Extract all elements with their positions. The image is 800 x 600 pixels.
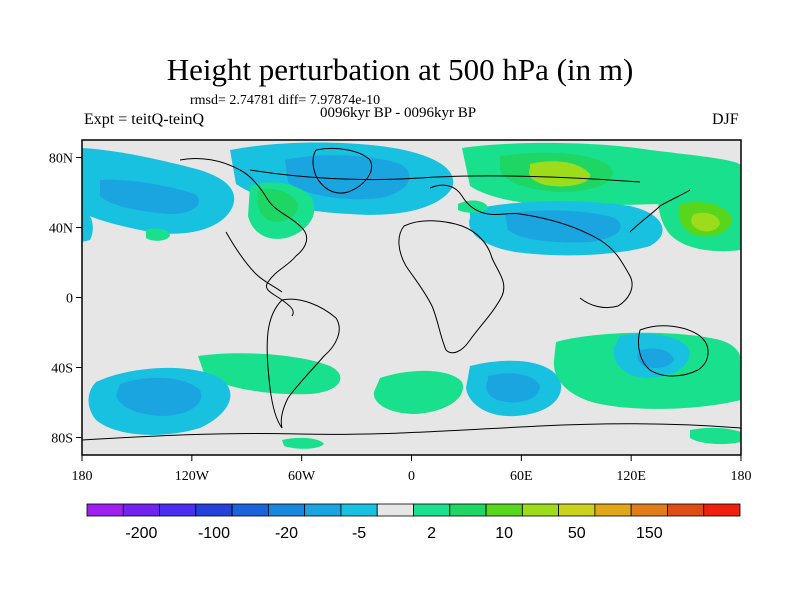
contour-indian-ocean-negative-inner bbox=[486, 373, 540, 403]
map-title: Height perturbation at 500 hPa (in m) bbox=[166, 52, 634, 87]
lon-tick-label: 120E bbox=[616, 469, 646, 484]
colorbar-label: 150 bbox=[636, 525, 663, 542]
coastlines bbox=[82, 147, 741, 441]
coastline-europe bbox=[429, 184, 521, 216]
contour-central-asia-negative-inner bbox=[505, 210, 621, 243]
colorbar-swatch bbox=[594, 503, 632, 517]
map-ticks bbox=[76, 157, 742, 461]
colorbar-swatch bbox=[449, 503, 487, 517]
coastline-east-asia bbox=[629, 189, 691, 233]
colorbar-swatch bbox=[231, 503, 269, 517]
contour-fields bbox=[82, 142, 741, 449]
colorbar-swatch bbox=[667, 503, 705, 517]
contour-antarctic-positive bbox=[282, 437, 324, 449]
stats-label: rmsd= 2.74781 diff= 7.97874e-10 bbox=[190, 93, 381, 108]
colorbar-swatch bbox=[159, 503, 197, 517]
lon-tick-label: 60E bbox=[510, 469, 533, 484]
contour-south-atlantic-positive bbox=[373, 370, 463, 414]
lon-tick-label: 120W bbox=[175, 469, 210, 484]
contour-south-pacific-negative-inner bbox=[116, 377, 202, 416]
coastline-central-america bbox=[225, 231, 283, 293]
map-tick-labels: 180 120W 60W 0 60E 120E 180 80N 40N 0 40S 80S bbox=[49, 152, 752, 485]
colorbar-swatch bbox=[86, 503, 124, 517]
coastline-australia bbox=[637, 325, 709, 377]
contour-atlantic-small-green bbox=[146, 228, 170, 241]
colorbar-swatch bbox=[521, 503, 560, 517]
season-label: DJF bbox=[712, 111, 739, 128]
colorbar-label: -100 bbox=[198, 525, 230, 542]
period-label: 0096kyr BP - 0096kyr BP bbox=[320, 105, 477, 121]
contour-west-pacific-positive-core bbox=[691, 212, 720, 232]
lat-tick-label: 40N bbox=[49, 222, 73, 237]
colorbar-swatch bbox=[122, 503, 160, 517]
colorbar-swatch bbox=[340, 503, 378, 517]
contour-north-america-positive-inner bbox=[257, 188, 299, 222]
colorbar-label: -5 bbox=[352, 525, 366, 542]
colorbar-swatch bbox=[304, 503, 342, 517]
lon-tick-label: 60W bbox=[288, 469, 316, 484]
colorbar-label: 50 bbox=[568, 525, 586, 542]
colorbar-swatch bbox=[267, 503, 306, 517]
lat-tick-label: 80N bbox=[49, 152, 73, 167]
lon-tick-label: 0 bbox=[408, 469, 415, 484]
coastline-south-america bbox=[266, 298, 340, 429]
contour-south-pacific-positive bbox=[198, 353, 341, 395]
colorbar-swatch bbox=[558, 503, 596, 517]
colorbar-label: 2 bbox=[427, 525, 436, 542]
contour-greenland-negative-inner bbox=[285, 155, 410, 200]
colorbar-swatch bbox=[413, 503, 451, 517]
contour-north-pacific-negative-inner bbox=[100, 179, 199, 214]
colorbar-swatch bbox=[376, 503, 414, 517]
coastline-north-america bbox=[179, 157, 308, 317]
colorbar-swatch bbox=[703, 503, 741, 517]
lat-tick-label: 80S bbox=[51, 432, 73, 447]
lat-tick-label: 0 bbox=[66, 292, 73, 307]
colorbar-swatch bbox=[195, 503, 233, 517]
contour-europe-small-green bbox=[458, 200, 488, 213]
colorbar-swatch bbox=[485, 503, 523, 517]
lat-tick-label: 40S bbox=[51, 362, 73, 377]
experiment-label: Expt = teitQ-teinQ bbox=[84, 111, 205, 128]
coastline-asia bbox=[519, 213, 633, 309]
colorbar-label: -20 bbox=[275, 525, 298, 542]
coastline-antarctica bbox=[82, 423, 741, 441]
colorbar-swatch bbox=[630, 503, 668, 517]
coastline-africa bbox=[398, 220, 505, 354]
lon-tick-label: 180 bbox=[72, 469, 93, 484]
colorbar-label: 10 bbox=[495, 525, 513, 542]
colorbar-label: -200 bbox=[125, 525, 157, 542]
coastline-arctic bbox=[249, 169, 641, 183]
contour-australia-negative-inner bbox=[637, 348, 674, 368]
contour-eurasia-positive-core bbox=[528, 161, 591, 187]
colorbar-labels: -200 -100 -20 -5 2 10 50 150 bbox=[125, 525, 662, 542]
contour-antarctic-east-positive bbox=[690, 427, 741, 445]
contour-pacific-small-blue bbox=[82, 210, 93, 242]
colorbar bbox=[86, 503, 741, 517]
lon-tick-label: 180 bbox=[731, 469, 752, 484]
coastline-greenland bbox=[312, 147, 372, 194]
